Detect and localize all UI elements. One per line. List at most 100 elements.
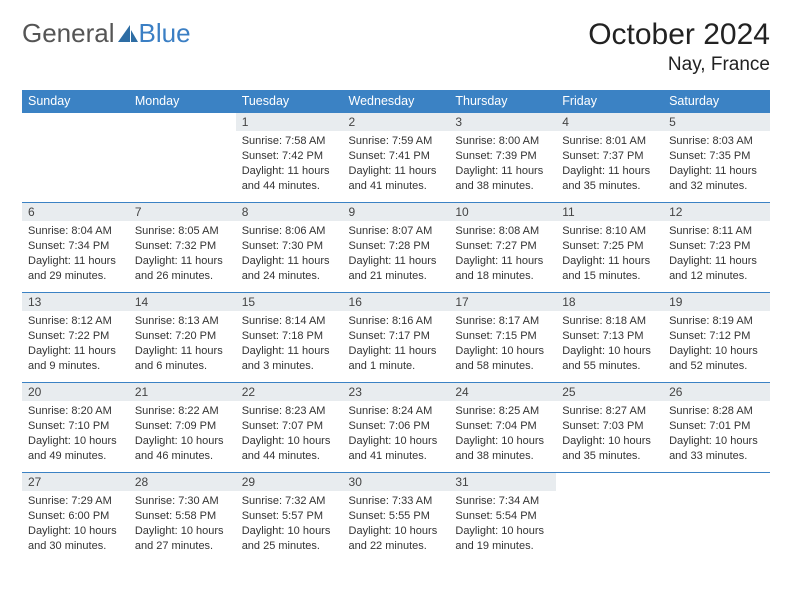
daylight-text: Daylight: 10 hours and 41 minutes.: [349, 434, 444, 464]
calendar-cell: 27Sunrise: 7:29 AMSunset: 6:00 PMDayligh…: [22, 473, 129, 563]
daylight-text: Daylight: 11 hours and 21 minutes.: [349, 254, 444, 284]
day-details: Sunrise: 8:12 AMSunset: 7:22 PMDaylight:…: [22, 311, 129, 377]
day-header: Wednesday: [343, 90, 450, 113]
logo-sail-icon: [117, 24, 139, 44]
sunrise-text: Sunrise: 8:22 AM: [135, 404, 230, 419]
day-details: Sunrise: 8:20 AMSunset: 7:10 PMDaylight:…: [22, 401, 129, 467]
calendar-cell: 16Sunrise: 8:16 AMSunset: 7:17 PMDayligh…: [343, 293, 450, 383]
daylight-text: Daylight: 10 hours and 19 minutes.: [455, 524, 550, 554]
sunset-text: Sunset: 5:58 PM: [135, 509, 230, 524]
daylight-text: Daylight: 11 hours and 26 minutes.: [135, 254, 230, 284]
daylight-text: Daylight: 11 hours and 38 minutes.: [455, 164, 550, 194]
daylight-text: Daylight: 11 hours and 24 minutes.: [242, 254, 337, 284]
daylight-text: Daylight: 10 hours and 25 minutes.: [242, 524, 337, 554]
day-number: 14: [129, 293, 236, 311]
day-number: 19: [663, 293, 770, 311]
calendar-cell: 21Sunrise: 8:22 AMSunset: 7:09 PMDayligh…: [129, 383, 236, 473]
day-details: Sunrise: 8:03 AMSunset: 7:35 PMDaylight:…: [663, 131, 770, 197]
sunset-text: Sunset: 7:03 PM: [562, 419, 657, 434]
sunset-text: Sunset: 7:37 PM: [562, 149, 657, 164]
sunset-text: Sunset: 6:00 PM: [28, 509, 123, 524]
sunset-text: Sunset: 7:41 PM: [349, 149, 444, 164]
day-details: Sunrise: 7:58 AMSunset: 7:42 PMDaylight:…: [236, 131, 343, 197]
day-details: Sunrise: 8:06 AMSunset: 7:30 PMDaylight:…: [236, 221, 343, 287]
day-details: Sunrise: 8:10 AMSunset: 7:25 PMDaylight:…: [556, 221, 663, 287]
month-title: October 2024: [588, 18, 770, 52]
day-number: 23: [343, 383, 450, 401]
sunset-text: Sunset: 5:54 PM: [455, 509, 550, 524]
title-block: October 2024 Nay, France: [588, 18, 770, 76]
daylight-text: Daylight: 11 hours and 32 minutes.: [669, 164, 764, 194]
calendar-week: 1Sunrise: 7:58 AMSunset: 7:42 PMDaylight…: [22, 113, 770, 203]
sunset-text: Sunset: 7:13 PM: [562, 329, 657, 344]
sunset-text: Sunset: 7:09 PM: [135, 419, 230, 434]
daylight-text: Daylight: 10 hours and 35 minutes.: [562, 434, 657, 464]
daylight-text: Daylight: 10 hours and 33 minutes.: [669, 434, 764, 464]
brand-word1: General: [22, 18, 115, 49]
sunrise-text: Sunrise: 7:33 AM: [349, 494, 444, 509]
calendar-week: 13Sunrise: 8:12 AMSunset: 7:22 PMDayligh…: [22, 293, 770, 383]
day-header-row: SundayMondayTuesdayWednesdayThursdayFrid…: [22, 90, 770, 113]
sunrise-text: Sunrise: 7:32 AM: [242, 494, 337, 509]
day-number: 12: [663, 203, 770, 221]
daylight-text: Daylight: 11 hours and 6 minutes.: [135, 344, 230, 374]
day-number: 9: [343, 203, 450, 221]
calendar-cell: 6Sunrise: 8:04 AMSunset: 7:34 PMDaylight…: [22, 203, 129, 293]
calendar-week: 6Sunrise: 8:04 AMSunset: 7:34 PMDaylight…: [22, 203, 770, 293]
day-details: Sunrise: 8:18 AMSunset: 7:13 PMDaylight:…: [556, 311, 663, 377]
sunset-text: Sunset: 7:42 PM: [242, 149, 337, 164]
daylight-text: Daylight: 10 hours and 22 minutes.: [349, 524, 444, 554]
sunrise-text: Sunrise: 8:12 AM: [28, 314, 123, 329]
calendar-cell: 9 Sunrise: 8:07 AMSunset: 7:28 PMDaylight…: [343, 203, 450, 293]
sunrise-text: Sunrise: 7:30 AM: [135, 494, 230, 509]
sunrise-text: Sunrise: 8:11 AM: [669, 224, 764, 239]
sunrise-text: Sunrise: 8:23 AM: [242, 404, 337, 419]
day-number: 4: [556, 113, 663, 131]
sunset-text: Sunset: 7:28 PM: [349, 239, 444, 254]
day-number: 17: [449, 293, 556, 311]
sunset-text: Sunset: 7:15 PM: [455, 329, 550, 344]
day-details: Sunrise: 8:08 AMSunset: 7:27 PMDaylight:…: [449, 221, 556, 287]
sunrise-text: Sunrise: 7:29 AM: [28, 494, 123, 509]
day-number: 29: [236, 473, 343, 491]
day-number: 6: [22, 203, 129, 221]
daylight-text: Daylight: 11 hours and 44 minutes.: [242, 164, 337, 194]
sunset-text: Sunset: 7:12 PM: [669, 329, 764, 344]
calendar-cell: 31Sunrise: 7:34 AMSunset: 5:54 PMDayligh…: [449, 473, 556, 563]
day-number: 13: [22, 293, 129, 311]
day-details: Sunrise: 7:34 AMSunset: 5:54 PMDaylight:…: [449, 491, 556, 557]
day-number: 10: [449, 203, 556, 221]
sunrise-text: Sunrise: 8:18 AM: [562, 314, 657, 329]
day-number: 5: [663, 113, 770, 131]
sunset-text: Sunset: 5:57 PM: [242, 509, 337, 524]
calendar-cell: [556, 473, 663, 563]
sunrise-text: Sunrise: 8:19 AM: [669, 314, 764, 329]
day-number: 30: [343, 473, 450, 491]
calendar-cell: 23Sunrise: 8:24 AMSunset: 7:06 PMDayligh…: [343, 383, 450, 473]
calendar-cell: 3Sunrise: 8:00 AMSunset: 7:39 PMDaylight…: [449, 113, 556, 203]
sunrise-text: Sunrise: 8:27 AM: [562, 404, 657, 419]
day-header: Tuesday: [236, 90, 343, 113]
sunrise-text: Sunrise: 8:07 AM: [349, 224, 444, 239]
brand-logo: General Blue: [22, 18, 191, 49]
sunrise-text: Sunrise: 8:01 AM: [562, 134, 657, 149]
sunrise-text: Sunrise: 8:25 AM: [455, 404, 550, 419]
day-number: 21: [129, 383, 236, 401]
daylight-text: Daylight: 11 hours and 35 minutes.: [562, 164, 657, 194]
daylight-text: Daylight: 10 hours and 49 minutes.: [28, 434, 123, 464]
daylight-text: Daylight: 11 hours and 1 minute.: [349, 344, 444, 374]
sunset-text: Sunset: 5:55 PM: [349, 509, 444, 524]
day-details: Sunrise: 7:33 AMSunset: 5:55 PMDaylight:…: [343, 491, 450, 557]
calendar-cell: 20Sunrise: 8:20 AMSunset: 7:10 PMDayligh…: [22, 383, 129, 473]
calendar-table: SundayMondayTuesdayWednesdayThursdayFrid…: [22, 90, 770, 563]
daylight-text: Daylight: 11 hours and 9 minutes.: [28, 344, 123, 374]
sunrise-text: Sunrise: 7:58 AM: [242, 134, 337, 149]
day-number: 3: [449, 113, 556, 131]
sunset-text: Sunset: 7:34 PM: [28, 239, 123, 254]
sunrise-text: Sunrise: 8:08 AM: [455, 224, 550, 239]
day-details: Sunrise: 8:00 AMSunset: 7:39 PMDaylight:…: [449, 131, 556, 197]
sunrise-text: Sunrise: 8:13 AM: [135, 314, 230, 329]
calendar-cell: 4 Sunrise: 8:01 AMSunset: 7:37 PMDaylight…: [556, 113, 663, 203]
sunrise-text: Sunrise: 8:03 AM: [669, 134, 764, 149]
day-header: Saturday: [663, 90, 770, 113]
